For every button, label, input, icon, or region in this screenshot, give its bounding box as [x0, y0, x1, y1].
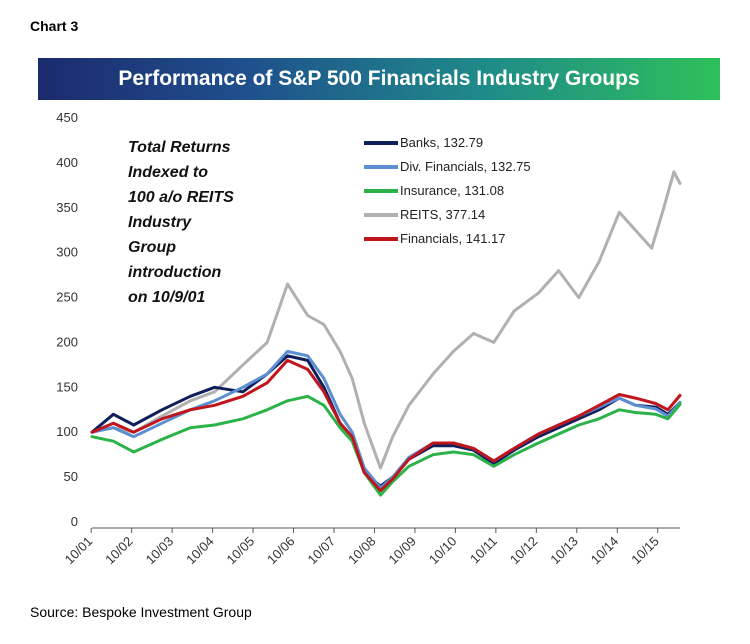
x-tick-label: 10/06 — [264, 534, 298, 568]
x-tick-label: 10/07 — [304, 534, 338, 568]
x-tick-label: 10/04 — [183, 534, 217, 568]
annotation-line: Indexed to — [128, 164, 208, 181]
legend-label: Financials, 141.17 — [400, 231, 506, 246]
series-line — [90, 358, 682, 493]
x-tick-label: 10/05 — [224, 534, 258, 568]
annotation-line: Total Returns — [128, 139, 231, 156]
legend: Banks, 132.79 Div. Financials, 132.75 Insu… — [364, 135, 531, 246]
y-tick-label: 450 — [56, 110, 78, 125]
series-lines — [90, 170, 682, 497]
y-tick-label: 150 — [56, 379, 78, 394]
x-tick-label: 10/08 — [345, 534, 379, 568]
x-tick-label: 10/10 — [426, 534, 460, 568]
x-tick-label: 10/02 — [102, 534, 136, 568]
y-tick-label: 50 — [64, 469, 78, 484]
annotation-line: on 10/9/01 — [128, 289, 205, 306]
annotation-line: 100 a/o REITS — [128, 189, 234, 206]
chart-label: Chart 3 — [30, 18, 79, 34]
y-tick-label: 250 — [56, 290, 78, 305]
x-tick-label: 10/03 — [143, 534, 177, 568]
y-tick-label: 100 — [56, 424, 78, 439]
legend-label: Insurance, 131.08 — [400, 183, 504, 198]
legend-label: Banks, 132.79 — [400, 135, 483, 150]
annotation-line: Group — [128, 239, 176, 256]
x-tick-label: 10/11 — [467, 534, 500, 567]
annotation-line: Industry — [128, 214, 192, 231]
annotation-line: introduction — [128, 264, 222, 281]
chart-title: Performance of S&P 500 Financials Indust… — [38, 58, 720, 100]
x-tick-label: 10/09 — [385, 534, 419, 568]
y-axis: 0 50 100 150 200 250 300 350 400 450 — [56, 110, 78, 529]
x-tick-label: 10/12 — [507, 534, 541, 568]
x-axis: 10/01 10/02 10/03 10/04 10/05 10/06 10/07 10/08… — [62, 527, 680, 568]
legend-label: Div. Financials, 132.75 — [400, 159, 531, 174]
legend-label: REITS, 377.14 — [400, 207, 485, 222]
y-tick-label: 200 — [56, 334, 78, 349]
y-tick-label: 300 — [56, 245, 78, 260]
y-tick-label: 400 — [56, 155, 78, 170]
series-line — [90, 394, 682, 497]
x-tick-label: 10/01 — [62, 534, 96, 568]
x-tick-label: 10/14 — [588, 534, 622, 568]
x-tick-label: 10/13 — [547, 534, 581, 568]
y-tick-label: 0 — [71, 514, 78, 529]
x-tick-label: 10/15 — [628, 534, 662, 568]
chart-annotation: Total Returns Indexed to 100 a/o REITS Indu… — [128, 139, 234, 306]
y-tick-label: 350 — [56, 200, 78, 215]
source-note: Source: Bespoke Investment Group — [30, 604, 252, 620]
